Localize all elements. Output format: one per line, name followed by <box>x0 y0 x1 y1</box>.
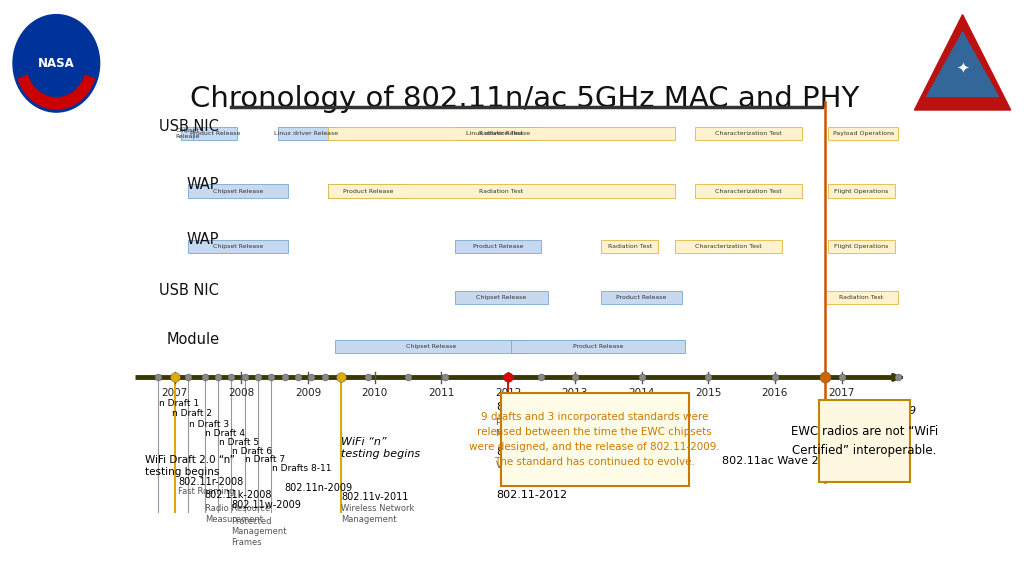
Text: 2012: 2012 <box>495 388 521 399</box>
Text: Module: Module <box>166 332 219 347</box>
Text: Flight Operations: Flight Operations <box>835 244 889 249</box>
FancyBboxPatch shape <box>194 127 237 140</box>
Text: 2009: 2009 <box>295 388 322 399</box>
Text: 2015: 2015 <box>695 388 721 399</box>
Text: Product Release: Product Release <box>616 295 667 300</box>
FancyBboxPatch shape <box>819 400 910 482</box>
Text: Radio Resource
Measurement: Radio Resource Measurement <box>205 504 270 524</box>
FancyBboxPatch shape <box>601 240 658 253</box>
FancyBboxPatch shape <box>188 184 288 198</box>
Text: Chipset Release: Chipset Release <box>213 188 263 194</box>
Text: NASA: NASA <box>38 57 75 70</box>
Text: ✦: ✦ <box>956 61 969 76</box>
Text: Characterization Test: Characterization Test <box>695 244 762 249</box>
Text: Protected
Management
Frames: Protected Management Frames <box>231 517 287 547</box>
Text: 2013: 2013 <box>561 388 588 399</box>
Text: Product Release: Product Release <box>343 188 393 194</box>
Text: 802.11aa-2012: 802.11aa-2012 <box>496 448 581 457</box>
Text: Chronology of 802.11n/ac 5GHz MAC and PHY: Chronology of 802.11n/ac 5GHz MAC and PH… <box>190 85 859 113</box>
Text: n Draft 4: n Draft 4 <box>206 429 246 438</box>
FancyBboxPatch shape <box>188 240 288 253</box>
FancyBboxPatch shape <box>455 291 548 304</box>
Text: WiFi Draft 2.0 “n”
testing begins: WiFi Draft 2.0 “n” testing begins <box>144 455 234 476</box>
Text: 802.11k-2008: 802.11k-2008 <box>205 491 272 501</box>
Text: 2014: 2014 <box>629 388 654 399</box>
Text: Radiation Test: Radiation Test <box>840 295 884 300</box>
Text: Linux driver Release: Linux driver Release <box>466 131 530 136</box>
Text: 2010: 2010 <box>361 388 388 399</box>
Text: Product Release: Product Release <box>573 344 624 349</box>
FancyBboxPatch shape <box>828 127 898 140</box>
FancyBboxPatch shape <box>455 127 542 140</box>
Text: 802.11-2012: 802.11-2012 <box>496 491 567 501</box>
Text: Payload Operations: Payload Operations <box>833 131 894 136</box>
Polygon shape <box>914 14 1011 110</box>
Text: Flight Operations: Flight Operations <box>835 188 889 194</box>
FancyBboxPatch shape <box>455 240 542 253</box>
Wedge shape <box>18 63 94 109</box>
Text: 802.11n-2009: 802.11n-2009 <box>285 483 353 493</box>
Text: 2007: 2007 <box>162 388 187 399</box>
Text: 9 drafts and 3 incorporated standards were
released between the time the EWC chi: 9 drafts and 3 incorporated standards we… <box>469 412 720 467</box>
FancyBboxPatch shape <box>328 184 409 198</box>
FancyBboxPatch shape <box>328 127 675 140</box>
Polygon shape <box>927 32 998 97</box>
Circle shape <box>13 14 99 112</box>
Text: 2017: 2017 <box>828 388 855 399</box>
Text: Radiation Test: Radiation Test <box>479 188 523 194</box>
FancyBboxPatch shape <box>511 340 685 353</box>
Text: Chipset
Release: Chipset Release <box>175 128 200 139</box>
FancyBboxPatch shape <box>335 340 528 353</box>
Text: n Draft 1: n Draft 1 <box>159 399 199 408</box>
Text: WiFi “n”
testing begins: WiFi “n” testing begins <box>341 437 421 459</box>
Text: Chipset Release: Chipset Release <box>407 344 457 349</box>
Text: WAP: WAP <box>186 232 219 247</box>
FancyBboxPatch shape <box>181 127 194 140</box>
FancyBboxPatch shape <box>328 184 675 198</box>
Text: WAP: WAP <box>186 177 219 192</box>
Text: Fast Roaming: Fast Roaming <box>178 487 234 497</box>
Text: 802.11ae-2012: 802.11ae-2012 <box>496 402 581 412</box>
FancyBboxPatch shape <box>825 291 898 304</box>
Text: Chipset Release: Chipset Release <box>213 244 263 249</box>
Text: Characterization Test: Characterization Test <box>715 131 781 136</box>
Text: Linux driver Release: Linux driver Release <box>274 131 339 136</box>
FancyBboxPatch shape <box>675 240 781 253</box>
Text: Product Release: Product Release <box>473 244 523 249</box>
Text: n Draft 7: n Draft 7 <box>246 456 286 464</box>
Text: 802.11ax-2019: 802.11ax-2019 <box>831 406 916 416</box>
FancyBboxPatch shape <box>695 184 802 198</box>
Text: 2011: 2011 <box>428 388 455 399</box>
Text: Chipset Release: Chipset Release <box>476 295 526 300</box>
Text: 802.11v-2011: 802.11v-2011 <box>341 492 409 502</box>
Text: EWC radios are not “WiFi
Certified” interoperable.: EWC radios are not “WiFi Certified” inte… <box>791 425 938 457</box>
Text: n Draft 3: n Draft 3 <box>188 420 228 429</box>
Text: 802.11ac-2013: 802.11ac-2013 <box>531 406 615 416</box>
Text: 2008: 2008 <box>228 388 255 399</box>
FancyBboxPatch shape <box>828 184 895 198</box>
Text: Radiation Test: Radiation Test <box>479 131 523 136</box>
Text: n Draft 5: n Draft 5 <box>219 438 259 446</box>
Text: Radiation Test: Radiation Test <box>607 244 652 249</box>
FancyBboxPatch shape <box>695 127 802 140</box>
FancyBboxPatch shape <box>501 393 689 486</box>
Text: Prioritization of
Management Frames: Prioritization of Management Frames <box>496 418 592 438</box>
Text: Product Release: Product Release <box>189 131 241 136</box>
Text: 802.11w-2009: 802.11w-2009 <box>231 500 301 510</box>
Text: Video Transport Streams: Video Transport Streams <box>496 461 607 470</box>
Circle shape <box>27 30 86 97</box>
FancyBboxPatch shape <box>279 127 335 140</box>
Text: 802.11r-2008: 802.11r-2008 <box>178 477 244 487</box>
Text: n Draft 6: n Draft 6 <box>232 446 272 456</box>
Text: Characterization Test: Characterization Test <box>715 188 781 194</box>
FancyBboxPatch shape <box>828 240 895 253</box>
Text: 802.11ac Wave 2: 802.11ac Wave 2 <box>722 456 818 467</box>
Text: USB NIC: USB NIC <box>160 119 219 134</box>
Text: USB NIC: USB NIC <box>160 283 219 298</box>
Text: n Drafts 8-11: n Drafts 8-11 <box>272 464 332 473</box>
Text: Wireless Network
Management: Wireless Network Management <box>341 504 415 524</box>
FancyBboxPatch shape <box>601 291 682 304</box>
Text: n Draft 2: n Draft 2 <box>172 410 212 418</box>
Text: 2016: 2016 <box>762 388 788 399</box>
